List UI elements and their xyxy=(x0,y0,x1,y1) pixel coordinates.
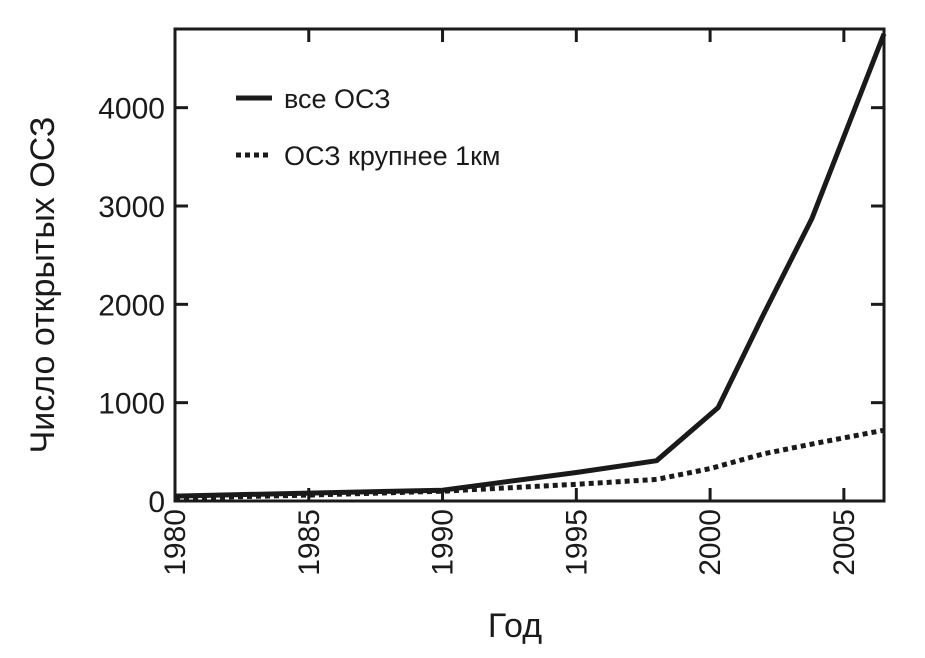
series-line-1 xyxy=(174,32,887,499)
y-tick-label-1000: 1000 xyxy=(98,388,165,421)
x-axis-title: Год xyxy=(488,607,542,645)
x-tick-label-1995: 1995 xyxy=(560,509,593,576)
y-axis-title: Число открытых ОСЗ xyxy=(24,117,62,454)
series-line-2 xyxy=(174,427,885,501)
legend: все ОСЗ ОСЗ крупнее 1км xyxy=(236,84,501,171)
series-layer xyxy=(174,32,887,501)
x-axis-ticks: 1980 1985 1990 1995 2000 2005 xyxy=(159,29,861,576)
legend-label-2: ОСЗ крупнее 1км xyxy=(284,141,501,171)
x-tick-label-2005: 2005 xyxy=(828,509,861,576)
x-tick-label-1980: 1980 xyxy=(159,509,192,576)
y-tick-label-4000: 4000 xyxy=(98,93,165,126)
x-tick-label-1985: 1985 xyxy=(293,509,326,576)
y-axis-ticks: 0 1000 2000 3000 4000 xyxy=(98,93,884,519)
y-tick-label-2000: 2000 xyxy=(98,289,165,322)
x-tick-label-2000: 2000 xyxy=(694,509,727,576)
y-tick-label-0: 0 xyxy=(148,486,165,519)
y-tick-label-3000: 3000 xyxy=(98,191,165,224)
legend-label-1: все ОСЗ xyxy=(284,84,391,114)
x-tick-label-1990: 1990 xyxy=(427,509,460,576)
plot-frame xyxy=(173,27,886,503)
